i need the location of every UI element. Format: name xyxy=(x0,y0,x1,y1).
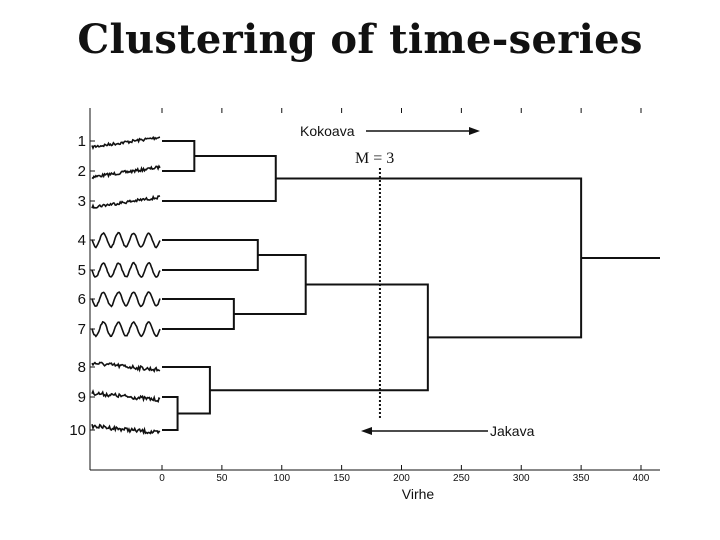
x-axis-label: Virhe xyxy=(402,486,435,502)
dendrogram-link xyxy=(162,155,277,202)
series-thumbnail xyxy=(91,361,161,374)
dendrogram-link xyxy=(162,298,235,330)
leaf-label: 6 xyxy=(78,291,86,308)
x-tick-label: 150 xyxy=(333,473,350,484)
x-tick-label: 100 xyxy=(273,473,290,484)
leaf-label: 5 xyxy=(78,262,86,279)
dendrogram-link xyxy=(162,366,211,415)
leaf-label: 8 xyxy=(78,359,86,376)
series-thumbnail xyxy=(91,320,161,338)
slide-title: Clustering of time-series xyxy=(77,16,643,63)
series-thumbnail xyxy=(91,389,161,403)
series-thumbnail xyxy=(91,135,161,151)
series-thumbnail xyxy=(91,291,161,308)
cut-label: M = 3 xyxy=(355,150,394,167)
jakava-arrowhead xyxy=(361,427,372,435)
annotations: Kokoava M = 3 Jakava Virhe xyxy=(300,123,535,502)
leaf-label: 1 xyxy=(78,133,86,150)
series-thumbnail xyxy=(91,423,161,436)
leaf-label: 4 xyxy=(78,232,86,249)
leaf-label: 9 xyxy=(78,389,86,406)
dendrogram-link xyxy=(233,254,307,315)
leaf-label: 7 xyxy=(78,321,86,338)
dendrogram-link xyxy=(162,140,196,172)
x-tick-label: 350 xyxy=(573,473,590,484)
dendrogram-link xyxy=(162,396,179,431)
dendrogram-link xyxy=(162,239,259,271)
x-axis-ticks: 0 50 100 150 200 250 300 350 400 xyxy=(159,108,650,484)
plot-frame xyxy=(89,108,660,471)
series-thumbnail xyxy=(91,164,161,180)
kokoava-label: Kokoava xyxy=(300,123,355,139)
x-tick-label: 400 xyxy=(633,473,650,484)
series-thumbnail xyxy=(91,194,161,209)
leaf-labels: 1 2 3 4 5 6 7 8 9 10 xyxy=(69,133,95,439)
x-tick-label: 0 xyxy=(159,473,165,484)
dendrogram-link xyxy=(209,283,429,392)
leaf-label: 3 xyxy=(78,193,86,210)
x-tick-label: 300 xyxy=(513,473,530,484)
dendrogram-links xyxy=(162,140,660,431)
jakava-label: Jakava xyxy=(490,423,535,439)
x-tick-label: 200 xyxy=(393,473,410,484)
series-thumbnail xyxy=(91,261,161,279)
x-tick-label: 250 xyxy=(453,473,470,484)
kokoava-arrowhead xyxy=(469,127,480,135)
leaf-label: 10 xyxy=(69,422,86,439)
series-thumbnail xyxy=(91,231,161,249)
leaf-label: 2 xyxy=(78,163,86,180)
x-tick-label: 50 xyxy=(216,473,228,484)
time-series-thumbnails xyxy=(91,135,161,436)
